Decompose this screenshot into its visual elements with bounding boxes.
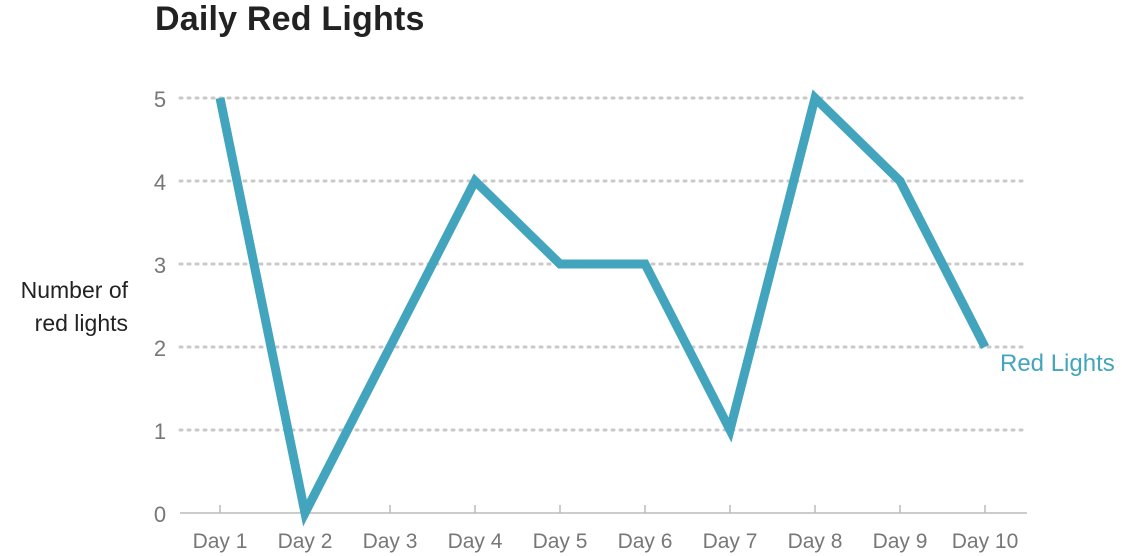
- x-tick-label: Day 7: [703, 530, 758, 553]
- y-axis-label: Number of red lights: [20, 277, 128, 336]
- x-tick-label: Day 5: [533, 530, 588, 553]
- x-tick-label: Day 3: [363, 530, 418, 553]
- y-tick-label: 5: [154, 87, 166, 112]
- y-tick-label: 4: [154, 170, 166, 195]
- x-tick-label: Day 8: [788, 530, 843, 553]
- y-tick-label: 2: [154, 336, 166, 361]
- chart-title: Daily Red Lights: [155, 0, 425, 38]
- x-tick-label: Day 10: [952, 530, 1019, 553]
- x-tick-label: Day 6: [618, 530, 673, 553]
- x-tick-label: Day 9: [873, 530, 928, 553]
- y-tick-label: 3: [154, 253, 166, 278]
- x-tick-label: Day 2: [278, 530, 333, 553]
- y-tick-label: 1: [154, 419, 166, 444]
- x-tick-label: Day 1: [193, 530, 248, 553]
- x-tick-label: Day 4: [448, 530, 503, 553]
- y-tick-label: 0: [154, 502, 166, 527]
- series-label: Red Lights: [1000, 350, 1115, 377]
- series-line: [215, 89, 990, 527]
